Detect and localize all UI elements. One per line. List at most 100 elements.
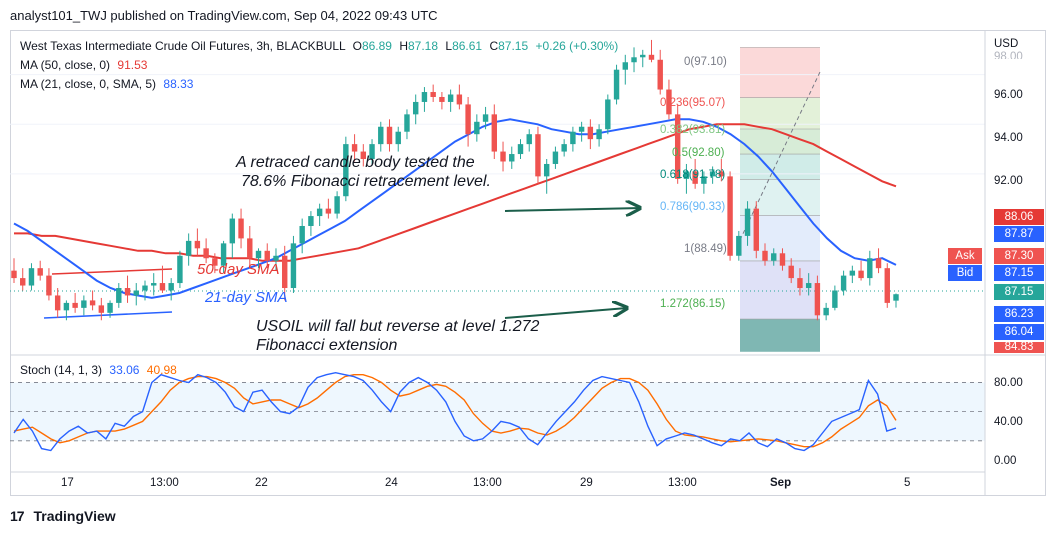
ma21-legend[interactable]: MA (21, close, 0, SMA, 5) 88.33 [20,77,193,91]
candle-body [561,144,567,152]
candle-body [151,283,157,286]
annotation-retrace-line1: A retraced candle body tested the [236,154,475,171]
candle-body [351,144,358,152]
fib-price-tag-1: 86.23 [994,306,1044,322]
candle-body [404,114,410,132]
ask-label: Ask [948,248,982,264]
candle-body [657,59,663,90]
candle-body [343,144,349,197]
candle-body [255,250,262,259]
candle-body [89,300,96,306]
candle-body [247,238,253,259]
candle-body [28,268,35,286]
time-tick-22: 22 [255,477,268,489]
candle-body [20,278,26,286]
candle-body [587,126,594,140]
fib-label-1: 1(88.49) [684,243,727,255]
candle-body [465,104,471,135]
candle-body [386,126,393,145]
candle-body [517,144,524,155]
candle-body [194,240,201,249]
annotation-arrow-2 [504,308,627,319]
candle-body [762,250,768,261]
candles [11,39,899,321]
ohlc-high: 87.18 [408,39,439,53]
candle-body [578,126,585,132]
candle-body [421,92,428,102]
ohlc-c-label: C [489,39,499,53]
publish-header: analyst101_TWJ published on TradingView.… [0,0,1052,30]
candle-body [177,255,183,284]
tradingview-logo[interactable]: 17 TradingView [10,508,116,524]
time-tick-29: 29 [580,477,593,489]
candle-body [605,99,611,130]
candle-body [482,114,489,122]
resistance-trendline [51,268,173,275]
ma50-price-tag: 88.06 [994,209,1044,225]
candle-body [98,305,105,313]
candle-body [264,250,270,261]
candle-body [395,131,401,145]
stoch-legend[interactable]: Stoch (14, 1, 3) 33.06 40.98 [20,363,177,377]
tradingview-logo-text: TradingView [33,508,116,524]
candle-body [334,196,340,214]
fib-label-1272: 1.272(86.15) [660,298,726,310]
candle-body [273,255,279,261]
price-tick-96: 96.00 [994,89,1023,101]
candle-body [701,176,707,184]
candle-body [116,288,122,303]
candle-body [412,101,419,115]
fib-band [740,319,820,352]
candle-body [788,265,794,279]
candle-body [543,163,550,177]
candle-body [648,54,655,60]
tradingview-logo-icon: 17 [10,508,25,524]
time-tick-24: 24 [385,477,398,489]
fib-band [740,260,820,320]
fib-band [740,154,820,180]
stoch-k-value: 33.06 [109,363,140,377]
ma21-series [13,118,897,299]
candle-body [683,171,690,179]
candle-body [622,62,628,70]
fib-band [740,47,820,98]
candle-body [325,208,332,214]
stoch-tick-80: 80.00 [994,377,1023,389]
bid-label: Bid [948,265,982,281]
ma21-line [13,118,897,299]
candle-body [666,89,672,115]
candle-body [63,302,70,311]
fib-label-0618: 0.618(91.78) [660,169,726,181]
currency-label: USD [994,38,1019,50]
candle-body [736,235,742,256]
candle-body [360,151,367,160]
stoch-k-line [13,371,897,452]
ma50-line [14,123,897,262]
candle-body [168,283,174,291]
time-tick-17: 17 [61,477,74,489]
candle-body [709,171,716,177]
candle-body [753,208,759,251]
time-tick-1300-b: 13:00 [473,477,502,489]
chart-frame [10,30,1046,496]
last-price-tag: 87.15 [994,284,1044,300]
ma50-legend[interactable]: MA (50, close, 0) 91.53 [20,58,147,72]
fib-label-0382: 0.382(93.81) [660,124,726,136]
annotation-extension-line2: Fibonacci extension [256,337,398,354]
ohlc-close: 87.15 [498,39,529,53]
candle-body [474,121,480,135]
candle-body [72,302,78,308]
bid-price-tag: 87.15 [994,265,1044,281]
ohlc-change: +0.26 (+0.30%) [535,39,619,53]
candle-body [509,154,515,162]
ma21-price-tag: 87.87 [994,226,1044,242]
candle-body [613,69,620,100]
candle-body [220,243,227,266]
candle-body [185,240,192,256]
ma21-value: 88.33 [163,77,194,91]
time-tick-1300-c: 13:00 [668,477,697,489]
candle-body [552,151,559,164]
fib-label-0236: 0.236(95.07) [660,97,726,109]
candle-body [727,176,733,256]
